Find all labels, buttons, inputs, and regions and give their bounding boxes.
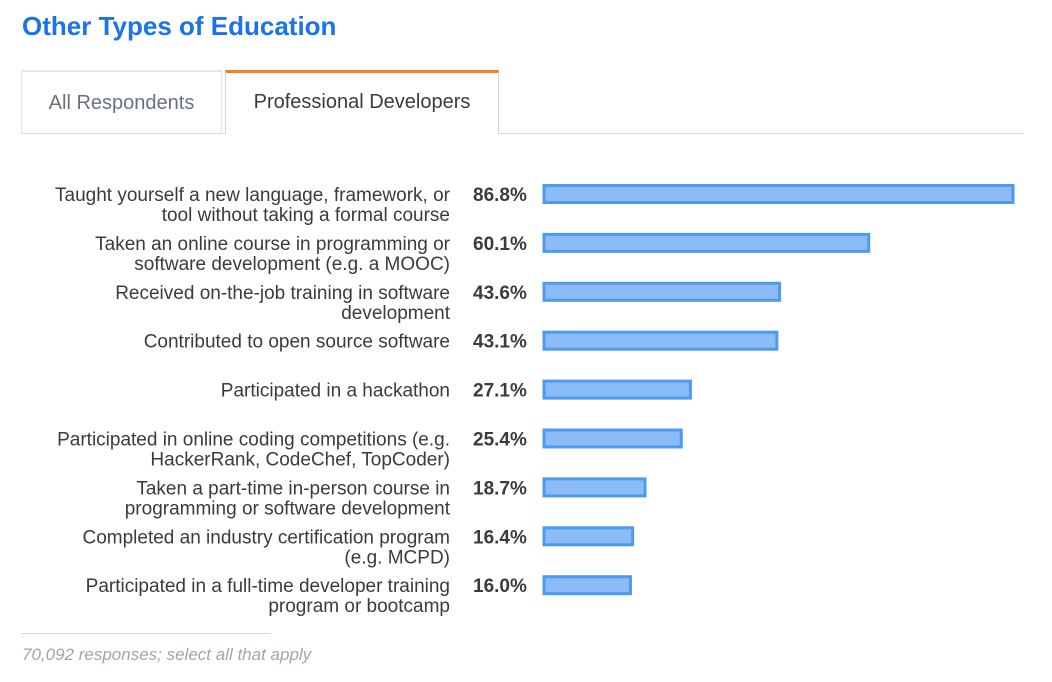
category-label: development bbox=[341, 303, 451, 324]
chart-title: Other Types of Education bbox=[22, 11, 337, 41]
category-label: Participated in a hackathon bbox=[221, 381, 450, 402]
category-label: Received on-the-job training in software bbox=[115, 283, 450, 304]
bar[interactable] bbox=[542, 281, 782, 302]
bar[interactable] bbox=[542, 184, 1015, 204]
bar[interactable] bbox=[542, 232, 871, 253]
category-label: Taken an online course in programming or bbox=[95, 234, 451, 255]
bar-chart: Taught yourself a new language, framewor… bbox=[55, 184, 1015, 617]
value-label: 16.0% bbox=[473, 576, 527, 597]
chart-row: Taken an online course in programming or… bbox=[95, 232, 871, 275]
category-label: Participated in online coding competitio… bbox=[57, 430, 450, 451]
value-label: 25.4% bbox=[473, 430, 527, 451]
value-label: 60.1% bbox=[473, 234, 527, 255]
category-label: Participated in a full-time developer tr… bbox=[86, 576, 450, 597]
bar[interactable] bbox=[542, 330, 779, 351]
category-label: software development (e.g. a MOOC) bbox=[134, 254, 450, 275]
chart-row: Contributed to open source software 43.1% bbox=[144, 330, 779, 353]
bar[interactable] bbox=[542, 428, 683, 449]
value-label: 43.6% bbox=[473, 283, 527, 304]
value-label: 86.8% bbox=[473, 185, 527, 206]
tab-professional-developers[interactable]: Professional Developers bbox=[225, 70, 499, 134]
chart-row: Completed an industry certification prog… bbox=[82, 526, 635, 568]
category-label: Taught yourself a new language, framewor… bbox=[55, 185, 451, 206]
value-label: 16.4% bbox=[473, 527, 527, 548]
category-label: Completed an industry certification prog… bbox=[82, 527, 450, 548]
value-label: 43.1% bbox=[473, 332, 527, 353]
footnote-divider bbox=[21, 633, 271, 634]
bar[interactable] bbox=[542, 526, 635, 547]
category-label: HackerRank, CodeChef, TopCoder) bbox=[150, 450, 450, 471]
chart-row: Participated in a hackathon 27.1% bbox=[221, 379, 692, 402]
value-label: 27.1% bbox=[473, 381, 527, 402]
tab-all-respondents[interactable]: All Respondents bbox=[21, 70, 222, 133]
respondent-tabs: All Respondents Professional Developers bbox=[21, 70, 1024, 134]
chart-row: Participated in a full-time developer tr… bbox=[86, 575, 632, 617]
chart-row: Taken a part-time in-person course inpro… bbox=[125, 477, 647, 519]
tabs-divider bbox=[21, 133, 1024, 134]
category-label: (e.g. MCPD) bbox=[344, 547, 450, 568]
footnote: 70,092 responses; select all that apply bbox=[22, 645, 312, 664]
chart-row: Participated in online coding competitio… bbox=[57, 428, 683, 471]
category-label: program or bootcamp bbox=[268, 596, 450, 617]
bar[interactable] bbox=[542, 477, 647, 498]
bar[interactable] bbox=[542, 379, 692, 400]
category-label: tool without taking a formal course bbox=[162, 205, 450, 226]
category-label: Taken a part-time in-person course in bbox=[136, 478, 450, 499]
bar[interactable] bbox=[542, 575, 632, 596]
category-label: Contributed to open source software bbox=[144, 332, 450, 353]
value-label: 18.7% bbox=[473, 478, 527, 499]
category-label: programming or software development bbox=[125, 498, 451, 519]
chart-row: Taught yourself a new language, framewor… bbox=[55, 184, 1015, 226]
chart-row: Received on-the-job training in software… bbox=[115, 281, 782, 324]
